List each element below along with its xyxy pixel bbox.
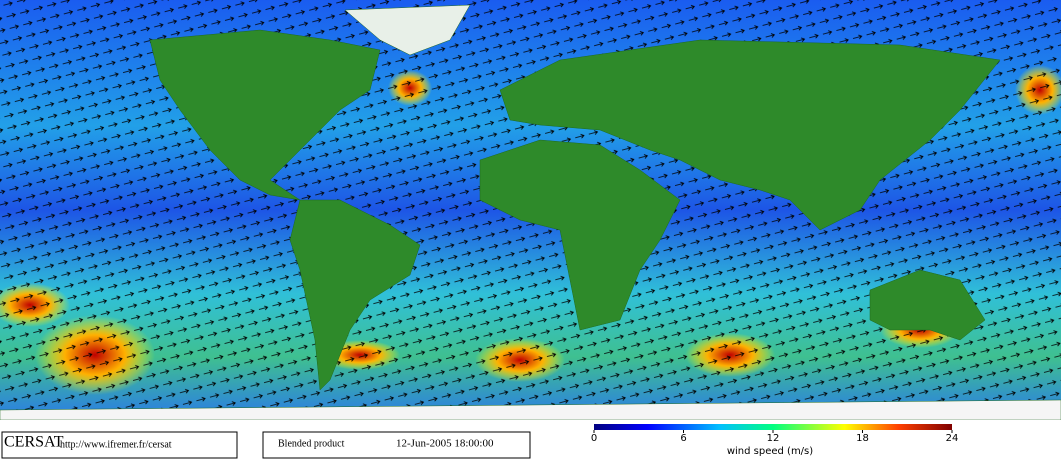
colorbar (594, 424, 952, 430)
product-box (262, 431, 531, 459)
tick-label: 18 (856, 433, 869, 444)
date: 12-Jun-2005 18:00:00 (396, 438, 494, 450)
legend-label: wind speed (m/s) (727, 446, 813, 457)
tick-label: 12 (767, 433, 780, 444)
url: http://www.ifremer.fr/cersat (60, 439, 172, 450)
continents (0, 4, 1061, 421)
logo: CERSAT (4, 434, 64, 451)
tick-label: 6 (680, 433, 686, 444)
tick-label: 24 (946, 433, 959, 444)
logo-box (1, 431, 238, 459)
product: Blended product (278, 438, 345, 449)
tick-label: 0 (591, 433, 597, 444)
